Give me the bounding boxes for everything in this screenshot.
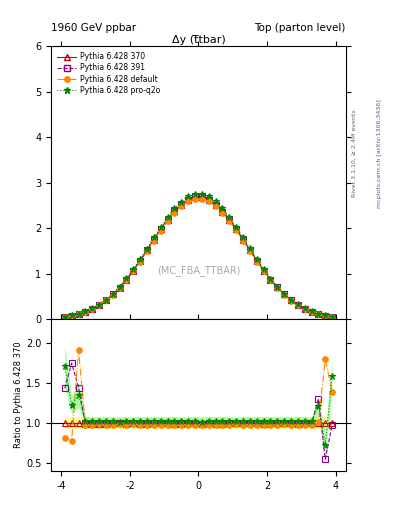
Title: Δy (t̅tbar): Δy (t̅tbar) [172, 35, 225, 45]
Legend: Pythia 6.428 370, Pythia 6.428 391, Pythia 6.428 default, Pythia 6.428 pro-q2o: Pythia 6.428 370, Pythia 6.428 391, Pyth… [55, 50, 163, 97]
Text: (MC_FBA_TTBAR): (MC_FBA_TTBAR) [157, 265, 240, 275]
Text: Rivet 3.1.10, ≥ 2.4M events: Rivet 3.1.10, ≥ 2.4M events [352, 110, 357, 198]
Text: mcplots.cern.ch [arXiv:1306.3436]: mcplots.cern.ch [arXiv:1306.3436] [377, 99, 382, 208]
Text: Top (parton level): Top (parton level) [254, 23, 346, 33]
Y-axis label: Ratio to Pythia 6.428 370: Ratio to Pythia 6.428 370 [14, 342, 23, 449]
Text: 1960 GeV ppbar: 1960 GeV ppbar [51, 23, 136, 33]
